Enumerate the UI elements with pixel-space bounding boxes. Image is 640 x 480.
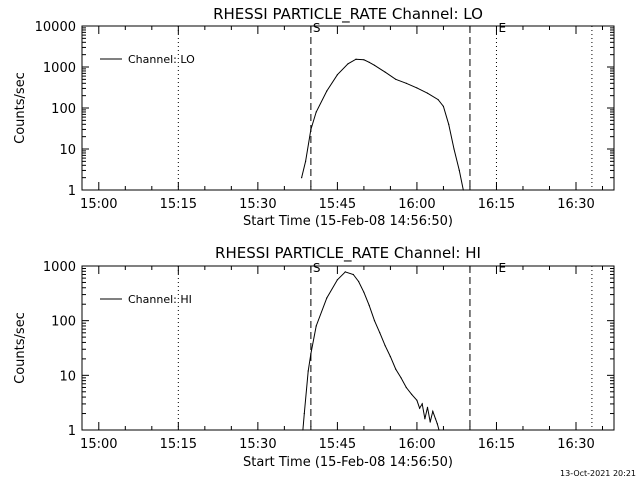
x-tick-label: 15:00 bbox=[80, 437, 117, 452]
data-point bbox=[303, 412, 305, 415]
data-point bbox=[301, 177, 303, 179]
y-tick-label: 1000 bbox=[43, 61, 76, 76]
data-point bbox=[315, 325, 317, 327]
data-point bbox=[405, 386, 407, 389]
data-point bbox=[400, 377, 402, 379]
data-point bbox=[419, 407, 421, 409]
data-point bbox=[421, 403, 423, 405]
data-point bbox=[437, 99, 439, 101]
chart-title: RHESSI PARTICLE_RATE Channel: HI bbox=[215, 244, 481, 263]
y-axis-label: Counts/sec bbox=[13, 312, 28, 384]
data-point bbox=[310, 128, 312, 130]
data-point bbox=[416, 87, 418, 89]
data-point bbox=[395, 368, 397, 370]
x-tick-label: 16:30 bbox=[557, 437, 594, 452]
data-point bbox=[416, 399, 418, 401]
data-point bbox=[405, 82, 407, 84]
x-tick-label: 16:15 bbox=[478, 197, 515, 212]
data-point bbox=[363, 59, 365, 61]
x-tick-label: 15:45 bbox=[319, 197, 356, 212]
chart-title: RHESSI PARTICLE_RATE Channel: LO bbox=[213, 5, 483, 24]
x-tick-label: 16:15 bbox=[478, 437, 515, 452]
data-point bbox=[426, 92, 429, 94]
y-tick-label: 1 bbox=[68, 424, 76, 439]
data-point bbox=[379, 332, 381, 334]
y-tick-label: 100 bbox=[51, 102, 76, 117]
x-axis-label: Start Time (15-Feb-08 14:56:50) bbox=[243, 214, 453, 229]
data-point bbox=[462, 189, 464, 191]
marker-e: E bbox=[498, 21, 506, 35]
footer-timestamp: 13-Oct-2021 20:21 bbox=[560, 469, 636, 478]
data-point bbox=[453, 148, 455, 150]
y-tick-label: 10 bbox=[59, 143, 76, 158]
x-tick-label: 15:45 bbox=[319, 437, 356, 452]
y-tick-label: 1000 bbox=[43, 260, 76, 275]
y-axis-label: Counts/sec bbox=[13, 72, 28, 144]
x-tick-label: 15:30 bbox=[239, 437, 276, 452]
data-point bbox=[432, 410, 434, 412]
data-point bbox=[344, 271, 346, 273]
plot-frame bbox=[81, 25, 615, 191]
data-point bbox=[424, 418, 426, 420]
x-axis-label: Start Time (15-Feb-08 14:56:50) bbox=[243, 455, 453, 470]
data-point bbox=[368, 304, 370, 306]
data-point bbox=[307, 370, 309, 372]
series-line bbox=[301, 58, 464, 191]
marker-s: S bbox=[313, 21, 321, 35]
y-tick-label: 10 bbox=[59, 369, 76, 384]
y-tick-label: 10000 bbox=[35, 20, 76, 35]
data-point bbox=[436, 423, 438, 425]
data-point bbox=[310, 353, 312, 355]
legend-label: Channel: HI bbox=[128, 293, 192, 306]
data-point bbox=[438, 429, 440, 431]
data-point bbox=[302, 429, 304, 431]
x-tick-label: 15:15 bbox=[160, 437, 197, 452]
y-tick-label: 1 bbox=[68, 184, 76, 199]
data-point bbox=[355, 58, 357, 60]
data-point bbox=[315, 111, 317, 113]
data-point bbox=[347, 63, 349, 65]
plot-frame bbox=[81, 265, 615, 431]
data-point bbox=[458, 169, 460, 171]
data-point bbox=[442, 105, 444, 107]
legend-label: Channel: LO bbox=[128, 53, 195, 66]
data-point bbox=[395, 78, 397, 80]
data-point bbox=[336, 279, 338, 281]
data-point bbox=[426, 406, 429, 408]
data-point bbox=[326, 297, 328, 299]
data-point bbox=[373, 64, 376, 66]
data-point bbox=[352, 273, 354, 276]
data-point bbox=[434, 418, 437, 420]
data-point bbox=[363, 291, 365, 293]
x-tick-label: 15:15 bbox=[160, 197, 197, 212]
data-point bbox=[326, 90, 328, 92]
x-tick-label: 16:30 bbox=[557, 197, 594, 212]
data-point bbox=[373, 320, 376, 322]
x-tick-label: 15:30 bbox=[239, 197, 276, 212]
data-point bbox=[429, 421, 431, 423]
marker-e: E bbox=[498, 261, 506, 275]
data-point bbox=[448, 123, 450, 125]
marker-s: S bbox=[313, 261, 321, 275]
data-point bbox=[384, 345, 386, 347]
series-line bbox=[302, 271, 440, 431]
data-point bbox=[389, 356, 391, 358]
data-point bbox=[411, 393, 413, 395]
data-point bbox=[384, 71, 386, 73]
data-point bbox=[358, 280, 360, 283]
data-point bbox=[336, 74, 338, 76]
data-point bbox=[305, 160, 307, 162]
x-tick-label: 16:00 bbox=[398, 197, 435, 212]
x-tick-label: 15:00 bbox=[80, 197, 117, 212]
x-tick-label: 16:00 bbox=[398, 437, 435, 452]
y-tick-label: 100 bbox=[51, 315, 76, 330]
data-point bbox=[368, 61, 370, 63]
